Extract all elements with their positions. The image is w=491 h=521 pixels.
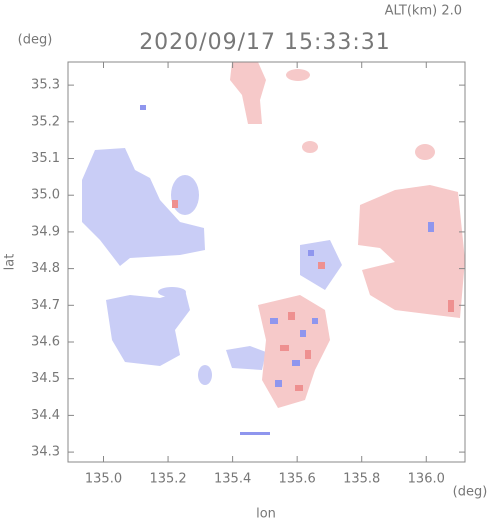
y-tick-label: 35.2: [31, 114, 60, 129]
y-tick-label: 35.1: [31, 151, 60, 166]
y-tick-label: 34.7: [31, 298, 60, 313]
x-tick-label: 135.2: [149, 472, 186, 487]
y-tick-label: 34.6: [31, 335, 60, 350]
x-tick-label: 135.4: [214, 472, 251, 487]
y-tick-label: 34.3: [31, 445, 60, 460]
subtitle: ALT(km) 2.0: [385, 4, 462, 19]
y-tick-label: 34.5: [31, 371, 60, 386]
x-tick-label: 135.0: [85, 472, 122, 487]
x-tick-label: 135.8: [343, 472, 380, 487]
y-tick-label: 34.9: [31, 224, 60, 239]
y-tick-label: 35.0: [31, 188, 60, 203]
y-tick-label: 34.4: [31, 408, 60, 423]
y-tick-label: 34.8: [31, 261, 60, 276]
x-label: lon: [256, 507, 276, 521]
y-label: lat: [3, 254, 18, 271]
echo-field: [82, 62, 465, 435]
plot-frame: [67, 61, 466, 463]
x-tick-label: 136.0: [408, 472, 445, 487]
y-unit: (deg): [18, 33, 53, 48]
chart-title: 2020/09/17 15:33:31: [139, 30, 391, 55]
x-tick-label: 135.6: [279, 472, 316, 487]
x-unit: (deg): [453, 485, 488, 500]
y-tick-label: 35.3: [31, 78, 60, 93]
